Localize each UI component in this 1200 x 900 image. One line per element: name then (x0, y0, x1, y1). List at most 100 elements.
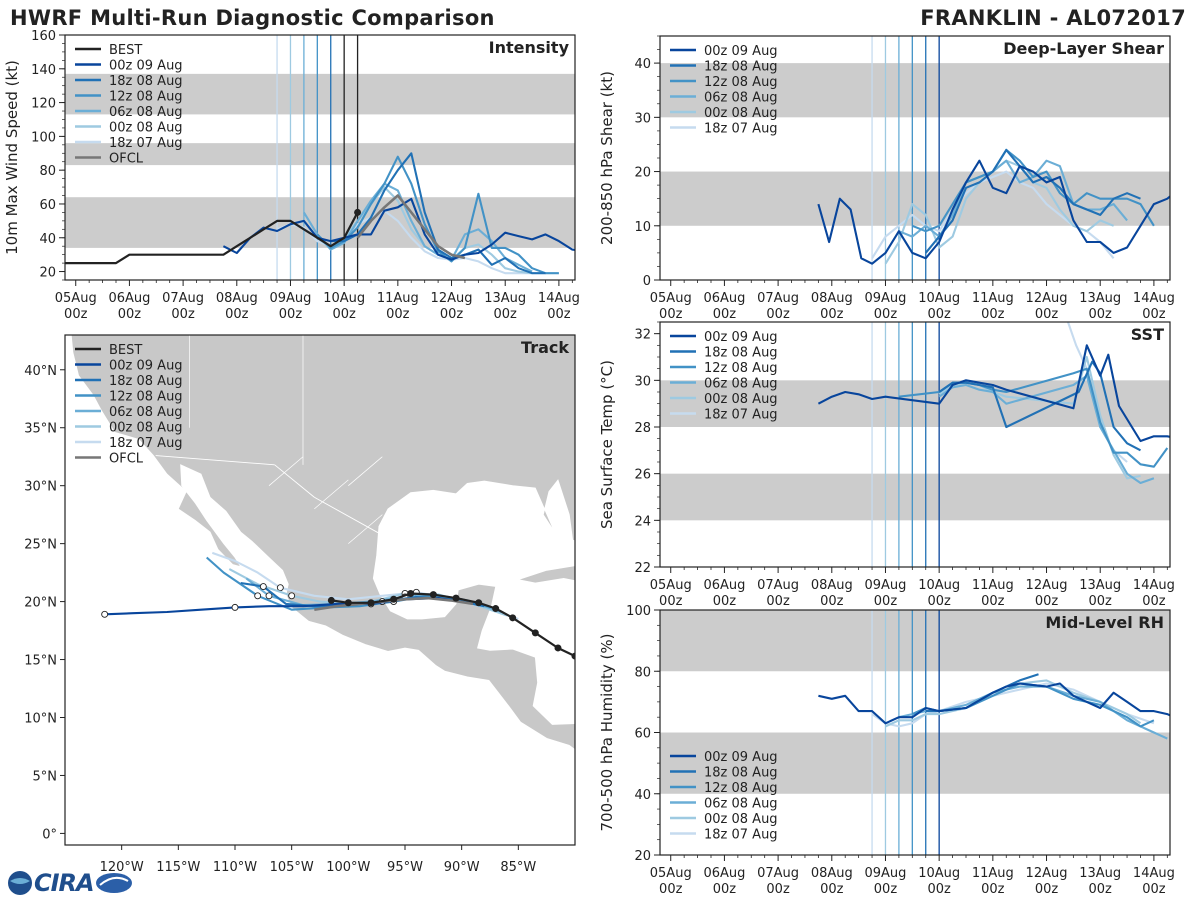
intensity-xtick-hour: 00z (171, 307, 195, 322)
shear-xtick-day: 10Aug (918, 291, 960, 306)
track-legend-label-06z-08-aug: 06z 08 Aug (109, 405, 183, 420)
intensity-ytick-label: 100 (31, 130, 56, 145)
sst-legend-label-18z-08-aug: 18z 08 Aug (704, 346, 778, 361)
track-best-point (390, 595, 398, 603)
sst-ytick-label: 24 (634, 514, 651, 529)
rh-band-0 (660, 732, 1170, 794)
rh-xtick-day: 05Aug (650, 866, 692, 881)
shear-ytick-label: 30 (634, 111, 651, 126)
rh-xtick-day: 10Aug (918, 866, 960, 881)
intensity-xtick-day: 05Aug (55, 291, 97, 306)
rh-xtick-hour: 00z (1089, 882, 1113, 897)
shear-xtick-hour: 00z (659, 307, 683, 322)
intensity-legend-label-best: BEST (109, 43, 142, 58)
track-legend-label-ofcl: OFCL (109, 452, 144, 467)
sst-series-18z-08-aug (938, 360, 1141, 452)
shear-ytick-label: 0 (643, 274, 651, 289)
sst-ylabel: Sea Surface Temp (°C) (598, 360, 616, 529)
shear-legend-label-06z-08-aug: 06z 08 Aug (704, 91, 778, 106)
shear-xtick-day: 07Aug (757, 291, 799, 306)
intensity-series-best (65, 211, 359, 265)
intensity-title: Intensity (489, 38, 570, 57)
sst-frame (659, 321, 1171, 568)
track-forecast-point (265, 592, 273, 600)
cira-logo: CIRA (6, 868, 134, 898)
sst-band-1 (660, 380, 1170, 427)
track-frame (64, 334, 576, 846)
track-ytick-label: 35°N (24, 422, 57, 437)
track-best-point (407, 589, 415, 597)
shear-series-00z-09-aug (817, 159, 1170, 265)
sst-ytick-label: 26 (634, 468, 651, 483)
rh-legend-label-00z-09-aug: 00z 09 Aug (704, 750, 778, 765)
sst-xtick-day: 10Aug (918, 578, 960, 593)
track-xtick-label: 85°W (500, 860, 536, 875)
state-border-1 (393, 537, 428, 568)
rh-series-12z-08-aug (911, 682, 1155, 728)
state-border-4 (268, 456, 304, 486)
sst-xtick-day: 14Aug (1133, 578, 1175, 593)
cuba-land (516, 565, 575, 584)
intensity-legend-label-18z-07-aug: 18z 07 Aug (109, 136, 183, 151)
sst-xtick-hour: 00z (1142, 594, 1166, 609)
shear-xtick-hour: 00z (1089, 307, 1113, 322)
track-forecast-point (288, 592, 296, 600)
sst-xtick-day: 13Aug (1079, 578, 1121, 593)
rh-plot-area (660, 610, 1170, 855)
track-best-point (475, 599, 483, 607)
sst-legend-label-00z-09-aug: 00z 09 Aug (704, 330, 778, 345)
intensity-ytick-label: 140 (31, 63, 56, 78)
border-rio-grande-lower (314, 496, 380, 534)
shear-xtick-hour: 00z (1142, 307, 1166, 322)
intensity-xtick-hour: 00z (494, 307, 518, 322)
track-ytick-label: 10°N (24, 712, 57, 727)
sst-xtick-hour: 00z (1089, 594, 1113, 609)
rh-band-1 (660, 610, 1170, 672)
intensity-frame (64, 34, 576, 281)
sst-xtick-day: 07Aug (757, 578, 799, 593)
intensity-xtick-hour: 00z (440, 307, 464, 322)
state-border-5 (348, 456, 383, 486)
intensity-legend-label-12z-08-aug: 12z 08 Aug (109, 90, 183, 105)
track-best-point (571, 652, 575, 660)
track-legend-label-18z-07-aug: 18z 07 Aug (109, 436, 183, 451)
logo-text: CIRA (34, 869, 95, 897)
track-best-point (452, 594, 460, 602)
track-xtick-label: 105°W (270, 860, 314, 875)
intensity-series-18z-07-aug (276, 209, 533, 275)
shear-ytick-label: 40 (634, 57, 651, 72)
sst-xtick-day: 09Aug (865, 578, 907, 593)
track-forecast-point (254, 592, 262, 600)
intensity-plot-area (65, 35, 575, 280)
shear-ytick-label: 10 (634, 220, 651, 235)
sst-xtick-hour: 00z (927, 594, 951, 609)
rh-chart: 05Aug00z06Aug00z07Aug00z08Aug00z09Aug00z… (598, 604, 1175, 897)
shear-xtick-day: 06Aug (703, 291, 745, 306)
sst-xtick-day: 12Aug (1026, 578, 1068, 593)
shear-legend-label-00z-09-aug: 00z 09 Aug (704, 44, 778, 59)
shear-xtick-day: 09Aug (865, 291, 907, 306)
track-forecast-point (231, 603, 239, 611)
intensity-xtick-day: 14Aug (538, 291, 580, 306)
intensity-chart: 05Aug00z06Aug00z07Aug00z08Aug00z09Aug00z… (3, 29, 580, 322)
shear-xtick-day: 08Aug (811, 291, 853, 306)
intensity-xtick-hour: 00z (547, 307, 571, 322)
rh-ytick-label: 80 (634, 665, 651, 680)
rh-xtick-day: 06Aug (703, 866, 745, 881)
track-forecast-point (101, 610, 109, 618)
sst-series-06z-08-aug (938, 374, 1155, 485)
rh-xtick-day: 11Aug (972, 866, 1014, 881)
sst-xtick-hour: 00z (713, 594, 737, 609)
shear-series-18z-08-aug (924, 148, 1141, 254)
rh-xtick-hour: 00z (820, 882, 844, 897)
intensity-xtick-day: 09Aug (270, 291, 312, 306)
sst-legend-label-00z-08-aug: 00z 08 Aug (704, 392, 778, 407)
rh-xtick-day: 09Aug (865, 866, 907, 881)
track-best-point (327, 596, 335, 604)
intensity-ytick-label: 60 (39, 198, 56, 213)
track-ytick-label: 15°N (24, 654, 57, 669)
rh-xtick-hour: 00z (874, 882, 898, 897)
sst-ytick-label: 30 (634, 374, 651, 389)
intensity-series-12z-08-aug (316, 155, 559, 275)
